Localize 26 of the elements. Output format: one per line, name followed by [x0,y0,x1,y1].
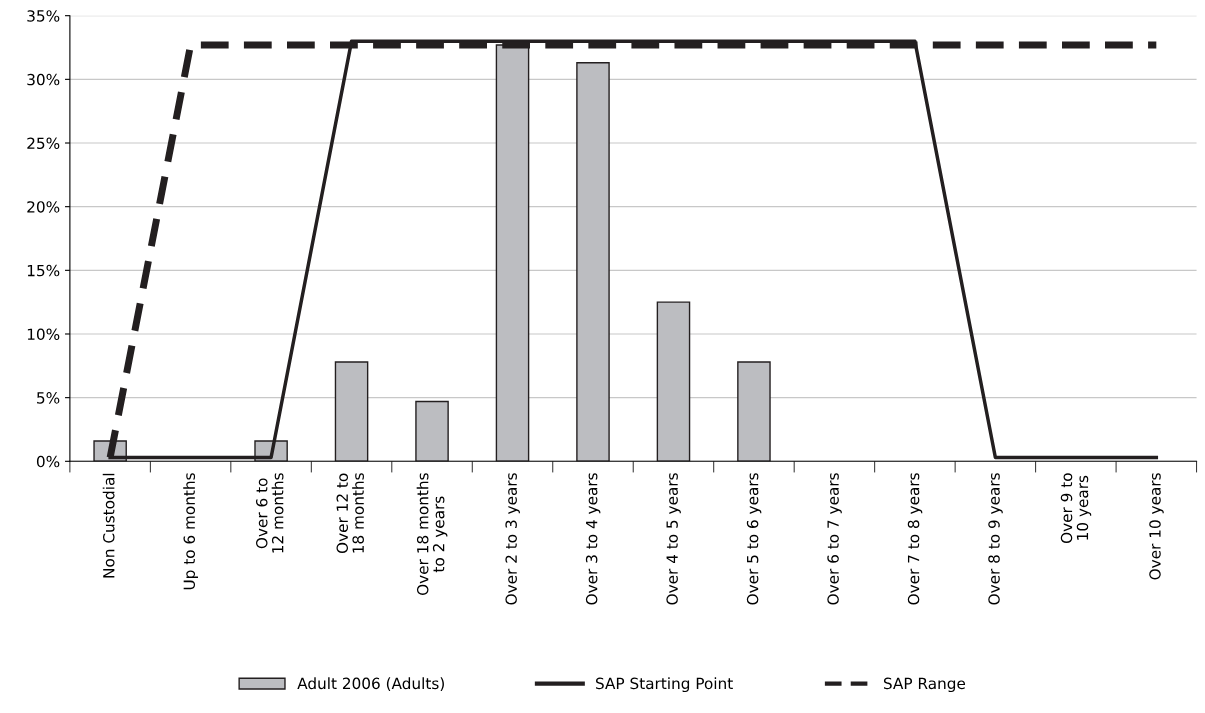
x-tick-label: Non Custodial [102,473,115,578]
x-tick-label: Over 5 to 6 years [746,473,762,605]
x-tick-label: Over 8 to 9 years [988,473,1003,605]
legend-label: Adult 2006 (Adults) [297,677,444,691]
legend-label: SAP Starting Point [596,677,733,693]
x-tick-label: Over 6 to 7 years [827,473,842,605]
x-tick-label: Up to 6 months [183,473,198,590]
y-tick-label: 25% [27,137,60,150]
x-tick-label: Over 7 to 8 years [907,473,923,605]
x-tick-label: Over 2 to 3 years [505,473,520,605]
y-tick-label: 10% [27,328,60,341]
y-tick-label: 35% [27,10,60,22]
y-tick-label: 15% [27,264,60,277]
x-tick-label: Over 6 to 12 months [255,473,284,553]
x-tick-label: Over 12 to 18 months [336,473,364,554]
y-tick-label: 5% [37,392,60,404]
x-tick-label: Over 18 months to 2 years [416,473,448,596]
y-tick-label: 30% [27,73,60,86]
x-tick-label: Over 3 to 4 years [585,473,601,605]
legend-label: SAP Range [883,677,966,693]
y-tick-label: 0% [36,455,60,468]
x-tick-label: Over 9 to 10 years [1060,473,1092,544]
bar [415,400,449,462]
y-tick-label: 20% [27,201,60,213]
x-tick-label: Over 10 years [1149,473,1164,580]
x-tick-label: Over 4 to 5 years [666,473,681,605]
